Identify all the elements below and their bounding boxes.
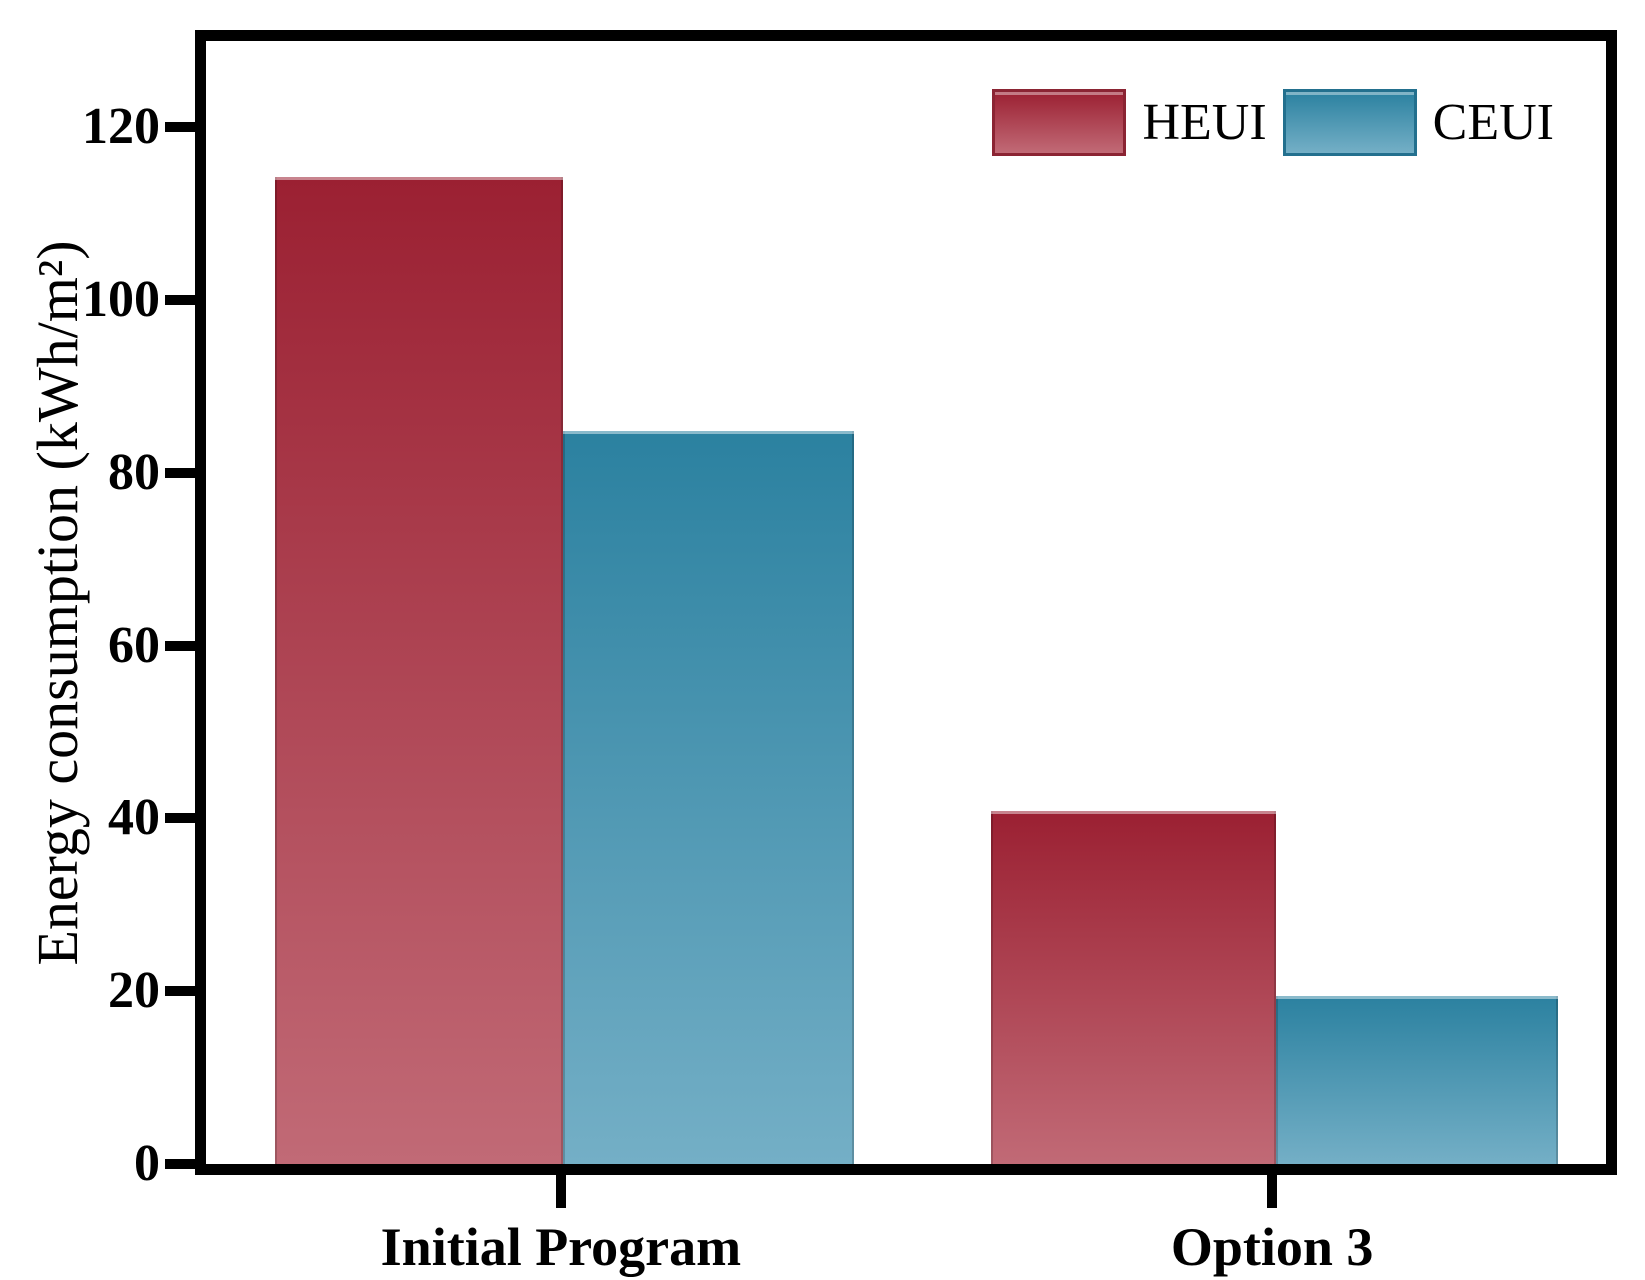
plot-area: Energy consumption (kWh/m²) HEUI CEUI 0 2… — [25, 30, 1617, 1277]
bar-heui-option-3 — [991, 810, 1276, 1164]
y-tick-label: 20 — [108, 962, 160, 1020]
y-axis-title: Energy consumption (kWh/m²) — [25, 239, 90, 966]
y-tick — [165, 640, 195, 651]
y-tick — [165, 813, 195, 824]
y-tick-label: 120 — [82, 98, 160, 156]
x-category-label: Option 3 — [1170, 1217, 1374, 1277]
legend-swatch-ceui — [1282, 89, 1417, 156]
y-tick — [165, 467, 195, 478]
y-tick-label: 40 — [108, 789, 160, 847]
y-tick-label: 0 — [134, 1135, 160, 1192]
bar-heui-initial-program — [274, 176, 563, 1164]
legend: HEUI CEUI — [992, 89, 1554, 156]
x-tick — [555, 1175, 566, 1208]
y-tick-label: 60 — [108, 616, 160, 674]
legend-swatch-heui — [992, 89, 1127, 156]
bar-ceui-option-3 — [1275, 996, 1558, 1164]
x-category-label: Initial Program — [380, 1217, 742, 1277]
y-tick-label: 80 — [108, 443, 160, 501]
legend-label-heui: HEUI — [1142, 93, 1267, 151]
y-tick — [165, 295, 195, 306]
bar-ceui-initial-program — [563, 431, 855, 1164]
y-tick — [165, 986, 195, 997]
y-tick — [165, 122, 195, 133]
y-tick — [165, 1159, 195, 1169]
y-tick-label: 100 — [82, 271, 160, 329]
x-tick — [1267, 1175, 1278, 1208]
legend-label-ceui: CEUI — [1432, 93, 1554, 151]
